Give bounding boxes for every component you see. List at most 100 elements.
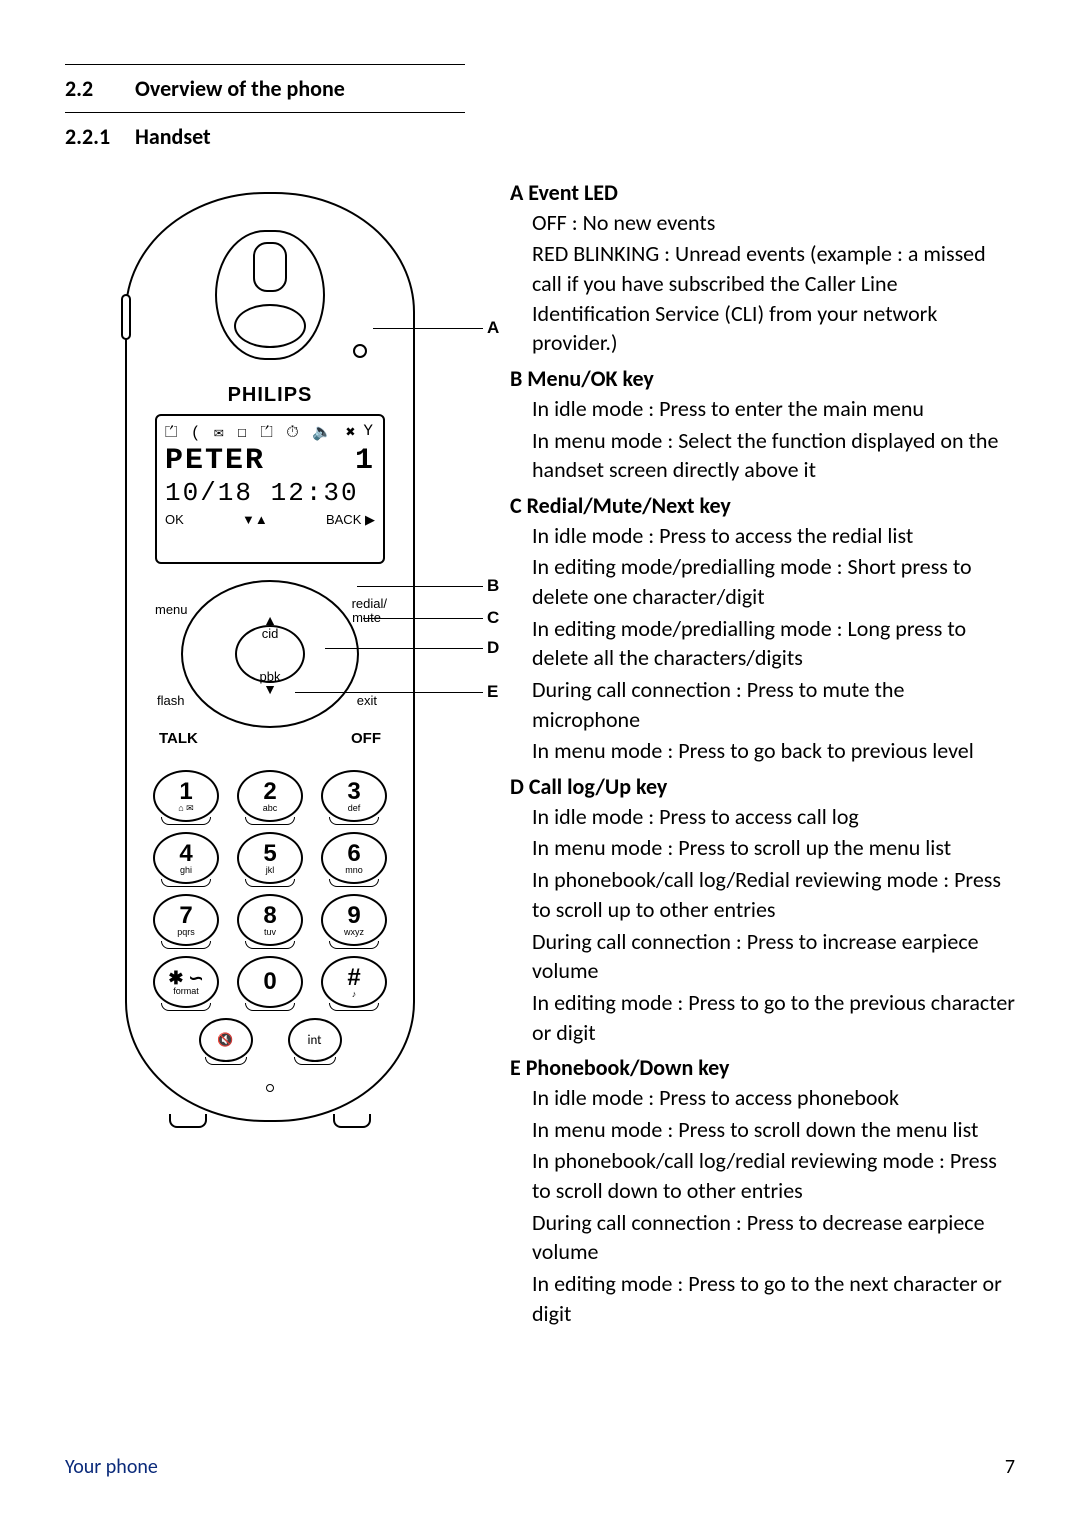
desc-e-2: In menu mode : Press to scroll down the …: [532, 1115, 1015, 1145]
desc-d-2: In menu mode : Press to scroll up the me…: [532, 833, 1015, 863]
footer-page: 7: [1005, 1455, 1015, 1479]
desc-c-5: In menu mode : Press to go back to previ…: [532, 736, 1015, 766]
subsection-heading: 2.2.1 Handset: [65, 117, 1015, 156]
keypad-row-3: 7pqrs 8tuv 9wxyz: [153, 894, 387, 946]
key-1: 1⌂ ✉: [153, 770, 219, 822]
desc-e-5: In editing mode : Press to go to the nex…: [532, 1269, 1015, 1328]
key-5: 5jkl: [237, 832, 303, 884]
screen-datetime: 10/18 12:30: [165, 478, 375, 508]
desc-c-head: C Redial/Mute/Next key: [510, 491, 1015, 521]
ptr-d: [325, 648, 483, 649]
keypad-row-4: ✱ ⁠∽format 0 #♪: [153, 956, 387, 1008]
screen-num: 1: [355, 444, 375, 478]
label-c: C: [487, 608, 499, 628]
brand-logo: PHILIPS: [127, 384, 413, 407]
microphone-hole: [266, 1084, 274, 1092]
lbl-menu: menu: [155, 602, 188, 617]
nav-ring: menu redial/ mute cid pbk flash exit ▲ ▼: [181, 580, 359, 728]
ptr-c: [363, 618, 483, 619]
keypad-row-5: 🔇 int: [181, 1018, 359, 1062]
lcd-screen: ⏍ ( ✉ ☐ ⏍ ⏱ 🔈 ✖ Y PETER 1 10/18 12:30 OK…: [155, 414, 385, 564]
key-int: int: [288, 1018, 342, 1062]
keypad-row-2: 4ghi 5jkl 6mno: [153, 832, 387, 884]
talk-label: TALK: [159, 730, 198, 747]
descriptions-column: A Event LED OFF : No new events RED BLIN…: [475, 172, 1015, 1330]
desc-e-1: In idle mode : Press to access phonebook: [532, 1083, 1015, 1113]
icons-right: Y: [363, 422, 375, 442]
label-a: A: [487, 318, 499, 338]
key-3: 3def: [321, 770, 387, 822]
phone-body: PHILIPS ⏍ ( ✉ ☐ ⏍ ⏱ 🔈 ✖ Y PETER 1 10/18 …: [125, 192, 415, 1122]
arrow-up-icon: ▲: [263, 612, 277, 629]
arrow-down-icon: ▼: [263, 681, 277, 698]
section-num: 2.2: [65, 75, 135, 102]
desc-e-head: E Phonebook/Down key: [510, 1053, 1015, 1083]
earcap: [253, 242, 287, 292]
key-9: 9wxyz: [321, 894, 387, 946]
subsection-num: 2.2.1: [65, 123, 135, 150]
footer: Your phone 7: [65, 1455, 1015, 1479]
ptr-a: [373, 328, 483, 329]
key-6: 6mno: [321, 832, 387, 884]
label-b: B: [487, 576, 499, 596]
earbevel: [234, 304, 306, 348]
key-4: 4ghi: [153, 832, 219, 884]
desc-d-1: In idle mode : Press to access call log: [532, 802, 1015, 832]
rule-mid: [65, 112, 465, 113]
desc-e-3: In phonebook/call log/redial reviewing m…: [532, 1146, 1015, 1205]
content: PHILIPS ⏍ ( ✉ ☐ ⏍ ⏱ 🔈 ✖ Y PETER 1 10/18 …: [65, 172, 1015, 1330]
phone-diagram: PHILIPS ⏍ ( ✉ ☐ ⏍ ⏱ 🔈 ✖ Y PETER 1 10/18 …: [125, 192, 415, 1122]
screen-name: PETER: [165, 444, 265, 478]
soft-left: OK: [165, 512, 184, 528]
rule-top: [65, 64, 465, 65]
desc-e-4: During call connection : Press to decrea…: [532, 1208, 1015, 1267]
keypad: 1⌂ ✉ 2abc 3def 4ghi 5jkl 6mno 7pqrs 8tuv…: [127, 760, 413, 1062]
desc-a-1: OFF : No new events: [532, 208, 1015, 238]
desc-b-head: B Menu/OK key: [510, 364, 1015, 394]
diagram-column: PHILIPS ⏍ ( ✉ ☐ ⏍ ⏱ 🔈 ✖ Y PETER 1 10/18 …: [65, 172, 475, 1330]
lbl-redial: redial/: [352, 596, 387, 611]
event-led: [353, 344, 367, 358]
desc-a-2: RED BLINKING : Unread events (example : …: [532, 239, 1015, 358]
section-title: Overview of the phone: [135, 75, 345, 102]
soft-mid: ▼▲: [242, 512, 268, 528]
desc-c-2: In editing mode/predialling mode : Short…: [532, 552, 1015, 611]
desc-b-1: In idle mode : Press to enter the main m…: [532, 394, 1015, 424]
label-d: D: [487, 638, 499, 658]
subsection-title: Handset: [135, 123, 211, 150]
talk-off-row: TALK OFF: [159, 730, 381, 747]
desc-d-head: D Call log/Up key: [510, 772, 1015, 802]
screen-softkeys: OK ▼▲ BACK ▶: [165, 512, 375, 528]
side-button: [121, 294, 131, 340]
key-2: 2abc: [237, 770, 303, 822]
key-8: 8tuv: [237, 894, 303, 946]
lbl-flash: flash: [157, 693, 184, 708]
soft-right: BACK ▶: [326, 512, 375, 528]
lbl-exit: exit: [357, 693, 377, 708]
label-e: E: [487, 682, 498, 702]
desc-d-4: During call connection : Press to increa…: [532, 927, 1015, 986]
earpiece: [215, 230, 325, 360]
key-0: 0: [237, 956, 303, 1008]
key-mute: 🔇: [199, 1018, 253, 1062]
desc-c-4: During call connection : Press to mute t…: [532, 675, 1015, 734]
section-heading: 2.2 Overview of the phone: [65, 69, 1015, 108]
footer-left: Your phone: [65, 1455, 158, 1479]
desc-a-head: A Event LED: [510, 178, 1015, 208]
desc-d-3: In phonebook/call log/Redial reviewing m…: [532, 865, 1015, 924]
desc-d-5: In editing mode : Press to go to the pre…: [532, 988, 1015, 1047]
desc-b-2: In menu mode : Select the function displ…: [532, 426, 1015, 485]
keypad-row-1: 1⌂ ✉ 2abc 3def: [153, 770, 387, 822]
screen-name-row: PETER 1: [165, 444, 375, 478]
key-star: ✱ ⁠∽format: [153, 956, 219, 1008]
off-label: OFF: [351, 730, 381, 747]
ptr-e: [295, 692, 483, 693]
desc-c-3: In editing mode/predialling mode : Long …: [532, 614, 1015, 673]
screen-icons: ⏍ ( ✉ ☐ ⏍ ⏱ 🔈 ✖ Y: [165, 422, 375, 442]
ptr-b: [357, 586, 483, 587]
desc-c-1: In idle mode : Press to access the redia…: [532, 521, 1015, 551]
foot-left: [169, 1114, 207, 1128]
key-hash: #♪: [321, 956, 387, 1008]
key-7: 7pqrs: [153, 894, 219, 946]
foot-right: [333, 1114, 371, 1128]
